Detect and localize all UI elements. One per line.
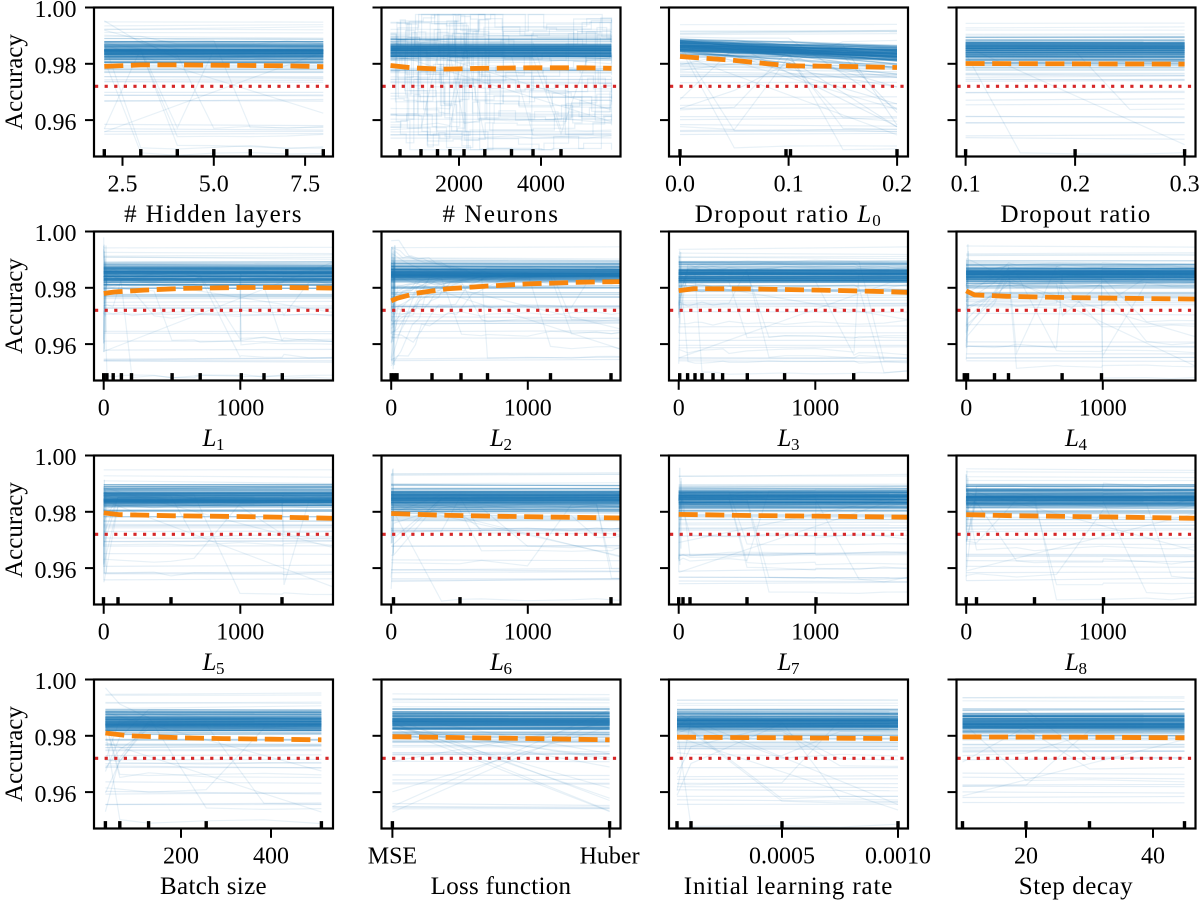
svg-text:0.2: 0.2 [882,171,912,197]
svg-text:1000: 1000 [504,395,552,421]
svg-text:0: 0 [98,395,110,421]
svg-text:1.00: 1.00 [35,445,77,471]
svg-text:0: 0 [673,395,685,421]
svg-text:0.98: 0.98 [35,278,77,304]
svg-text:0: 0 [385,395,397,421]
svg-text:L2: L2 [489,425,512,454]
svg-text:2000: 2000 [435,171,483,197]
svg-text:0.1: 0.1 [951,171,981,197]
svg-text:5.0: 5.0 [199,171,229,197]
svg-text:1.00: 1.00 [35,0,77,23]
svg-text:MSE: MSE [368,843,417,869]
svg-text:0.96: 0.96 [35,110,77,136]
svg-text:L6: L6 [489,649,512,678]
svg-text:0.96: 0.96 [35,334,77,360]
svg-text:0.2: 0.2 [1060,171,1090,197]
svg-text:0: 0 [385,619,397,645]
svg-text:Accuracy: Accuracy [1,34,28,130]
svg-text:200: 200 [163,843,199,869]
svg-text:L3: L3 [777,425,800,454]
svg-text:Accuracy: Accuracy [1,706,28,802]
svg-text:L5: L5 [202,649,225,678]
svg-text:0.0010: 0.0010 [865,843,931,869]
svg-text:Accuracy: Accuracy [1,258,28,354]
svg-text:0.96: 0.96 [35,782,77,808]
svg-text:400: 400 [253,843,289,869]
svg-text:1000: 1000 [791,619,839,645]
svg-text:L7: L7 [777,649,800,678]
svg-text:Loss function: Loss function [431,873,572,900]
svg-text:1000: 1000 [216,619,264,645]
svg-text:L4: L4 [1064,425,1087,454]
svg-text:Batch size: Batch size [160,873,267,900]
svg-text:Step decay: Step decay [1019,873,1133,900]
svg-text:# Hidden layers: # Hidden layers [124,201,303,228]
svg-text:0: 0 [98,619,110,645]
svg-text:Huber: Huber [580,843,640,869]
svg-text:7.5: 7.5 [290,171,320,197]
svg-text:0.0: 0.0 [665,171,695,197]
svg-text:0: 0 [960,395,972,421]
svg-text:4000: 4000 [517,171,565,197]
svg-text:1.00: 1.00 [35,221,77,247]
svg-text:Dropout ratio L0: Dropout ratio L0 [695,201,883,230]
svg-text:0.1: 0.1 [774,171,804,197]
svg-text:0.3: 0.3 [1170,171,1200,197]
svg-text:0.98: 0.98 [35,502,77,528]
svg-text:0: 0 [960,619,972,645]
svg-text:1000: 1000 [504,619,552,645]
svg-text:0.96: 0.96 [35,558,77,584]
svg-text:1000: 1000 [791,395,839,421]
svg-text:1000: 1000 [216,395,264,421]
svg-text:Initial learning rate: Initial learning rate [684,873,893,900]
svg-text:# Neurons: # Neurons [443,201,560,228]
svg-text:1000: 1000 [1079,619,1127,645]
svg-text:1.00: 1.00 [35,669,77,695]
svg-text:Dropout ratio: Dropout ratio [1001,201,1152,228]
svg-text:0.0005: 0.0005 [749,843,815,869]
svg-text:0: 0 [673,619,685,645]
svg-text:20: 20 [1014,843,1038,869]
svg-text:0.98: 0.98 [35,726,77,752]
svg-text:2.5: 2.5 [108,171,138,197]
svg-text:L1: L1 [202,425,225,454]
svg-text:L8: L8 [1064,649,1087,678]
svg-text:1000: 1000 [1079,395,1127,421]
svg-text:0.98: 0.98 [35,54,77,80]
svg-text:Accuracy: Accuracy [1,482,28,578]
svg-text:40: 40 [1141,843,1165,869]
